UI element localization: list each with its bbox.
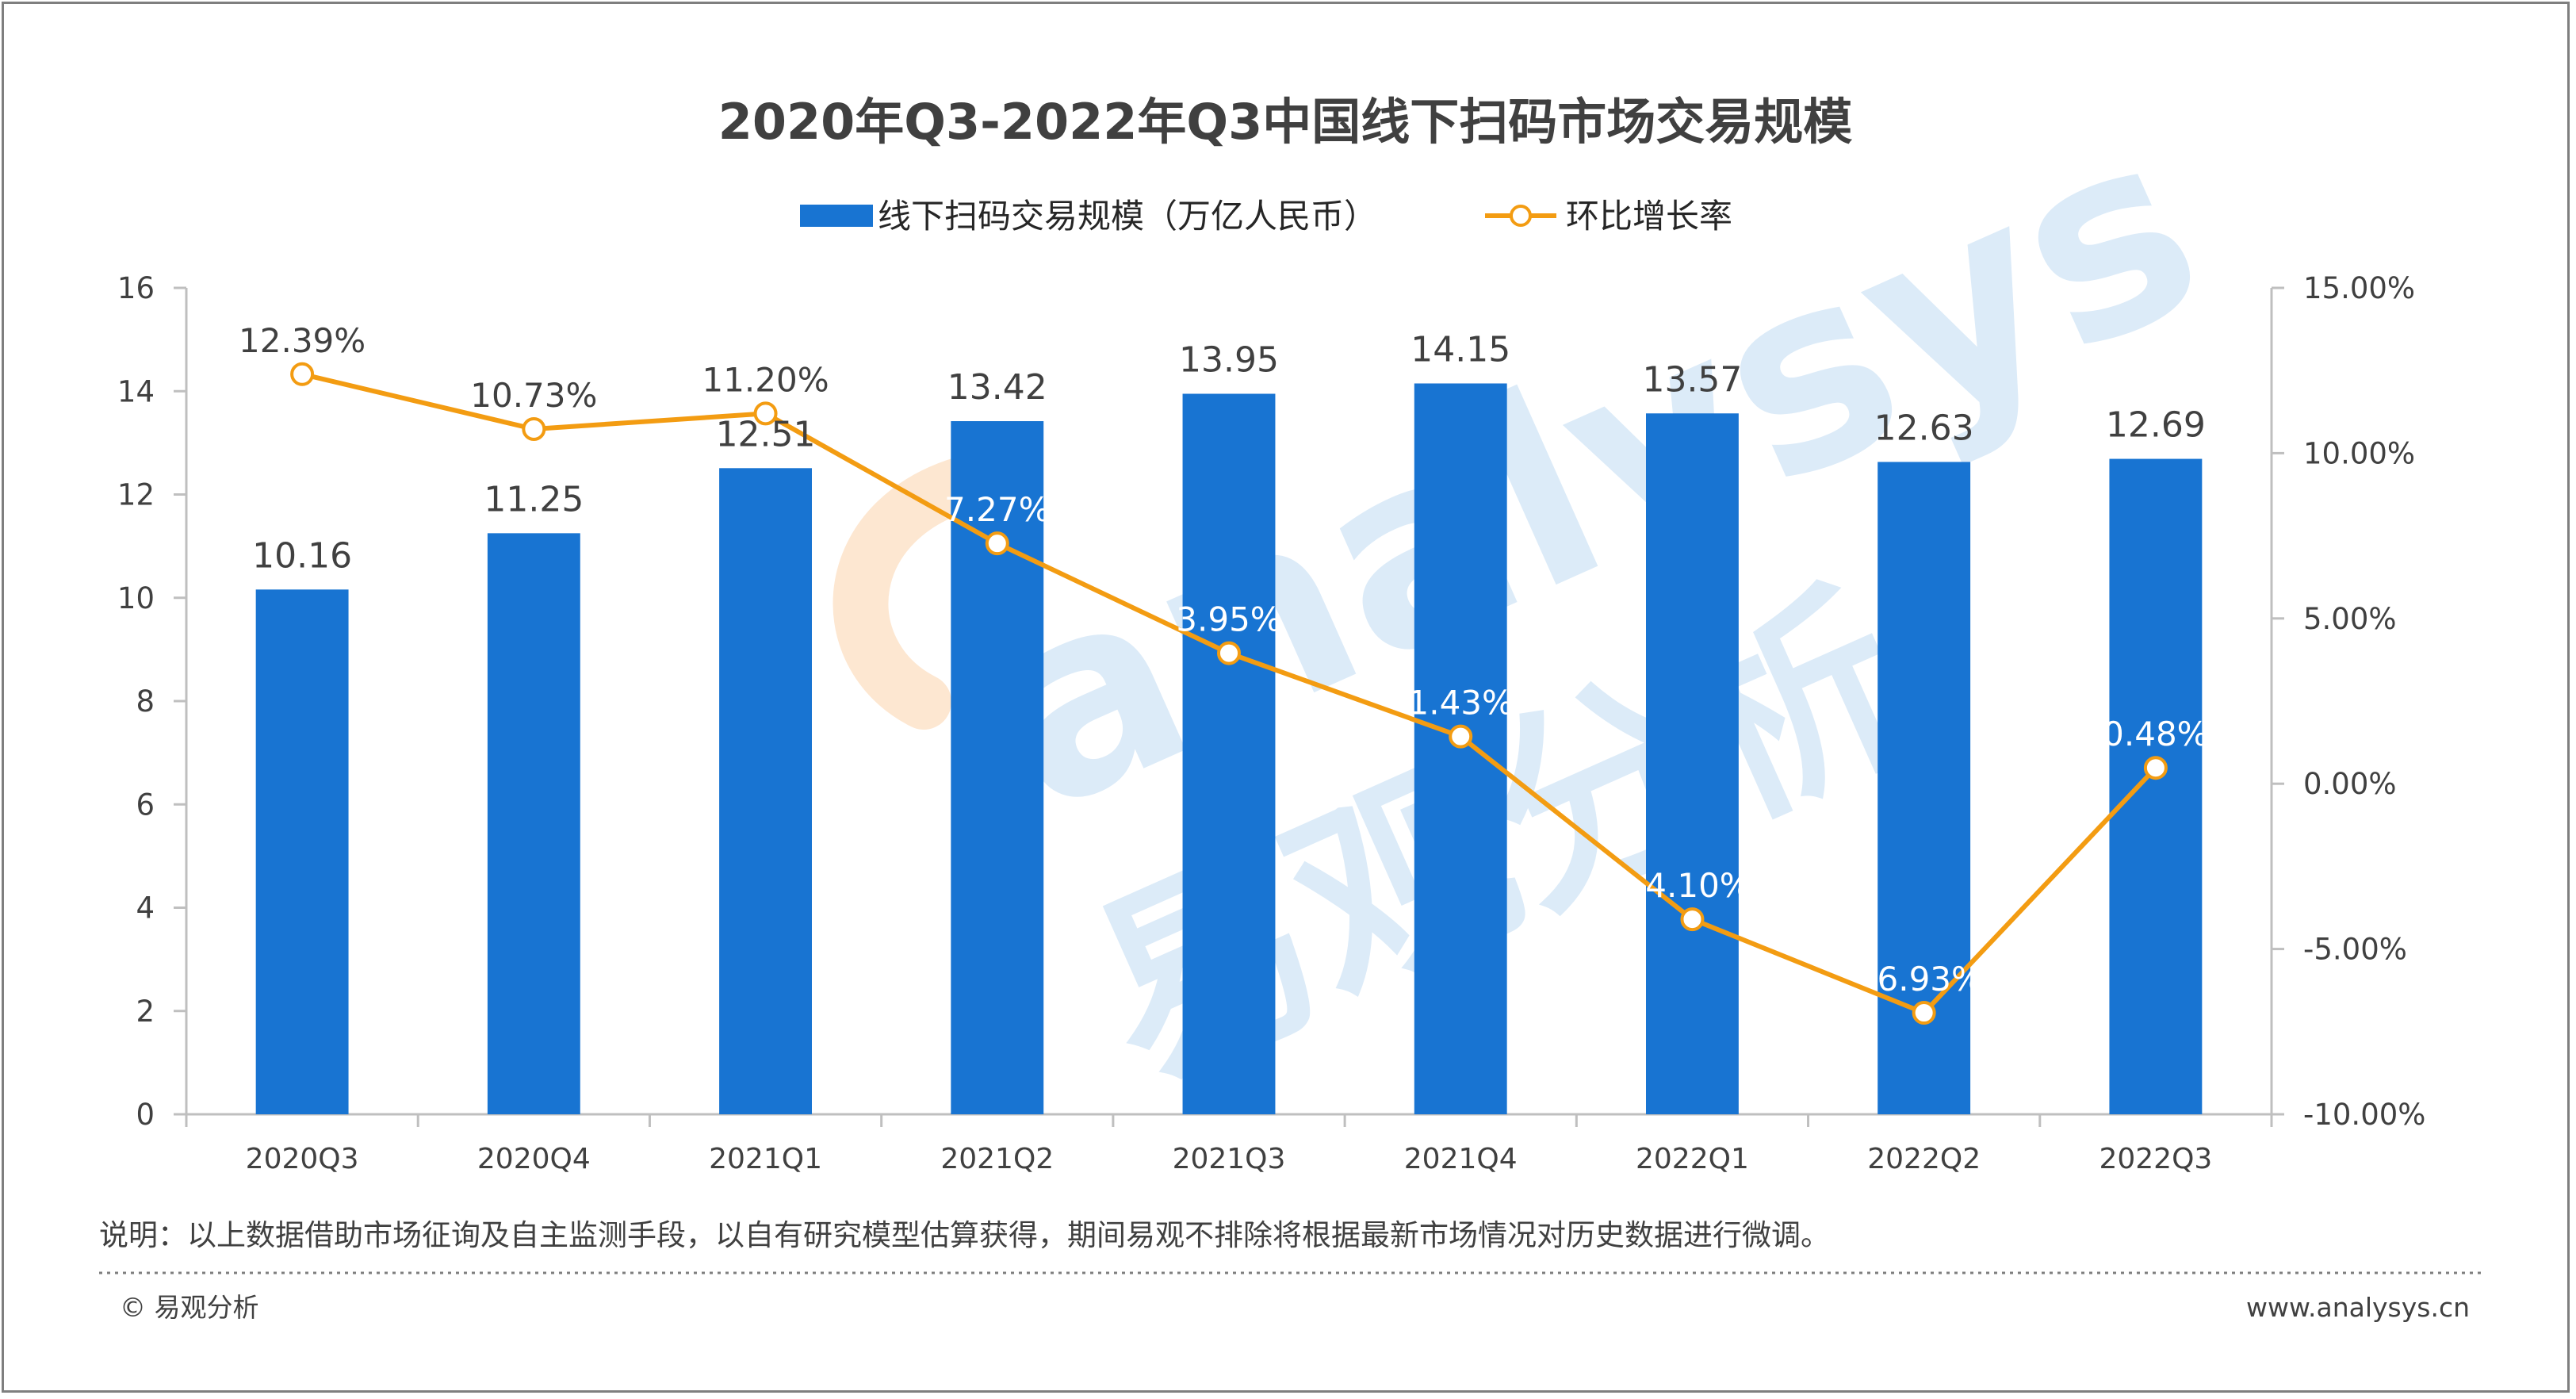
- growth-value-label: 7.27%: [944, 490, 1050, 529]
- bar: [1414, 383, 1507, 1114]
- bar-value-label: 10.16: [252, 535, 352, 576]
- growth-value-label: -6.93%: [1865, 960, 1983, 998]
- right-tick-label: 5.00%: [2303, 602, 2397, 636]
- growth-point: [1217, 641, 1241, 665]
- bar-value-label: 13.57: [1642, 359, 1742, 400]
- left-tick-label: 4: [136, 891, 155, 926]
- footer-copyright: © 易观分析: [120, 1292, 259, 1323]
- bar-value-label: 14.15: [1410, 329, 1510, 370]
- right-tick-label: 0.00%: [2303, 767, 2397, 801]
- right-tick-label: -5.00%: [2303, 933, 2407, 967]
- left-tick-label: 12: [117, 478, 155, 512]
- growth-point: [1912, 1001, 1936, 1025]
- x-tick-label: 2022Q1: [1636, 1143, 1749, 1175]
- growth-value-label: 0.48%: [2103, 715, 2208, 753]
- growth-value-label: 3.95%: [1176, 600, 1281, 639]
- bar: [1646, 413, 1739, 1114]
- left-tick-label: 6: [136, 788, 155, 822]
- legend-bar-swatch: [800, 205, 873, 227]
- left-tick-label: 8: [136, 684, 155, 719]
- bars: [255, 383, 2203, 1115]
- bar-value-label: 13.95: [1179, 340, 1279, 381]
- right-tick-label: 15.00%: [2303, 271, 2415, 305]
- x-tick-label: 2021Q1: [709, 1143, 822, 1175]
- growth-value-label: 1.43%: [1408, 684, 1514, 722]
- bar-value-label: 11.25: [484, 479, 584, 519]
- watermark-logo-arc: [833, 452, 1007, 730]
- x-tick-label: 2020Q3: [246, 1143, 359, 1175]
- left-tick-label: 0: [136, 1098, 155, 1132]
- left-tick-label: 2: [136, 995, 155, 1029]
- legend: 线下扫码交易规模（万亿人民币） 环比增长率: [800, 197, 1732, 236]
- bar: [719, 468, 812, 1114]
- legend-bar-label: 线下扫码交易规模（万亿人民币）: [878, 197, 1377, 236]
- bar-value-label: 12.63: [1874, 408, 1974, 448]
- chart-svg: analysys 易观分析 2020年Q3-2022年Q3中国线下扫码市场交易规…: [99, 70, 2486, 1323]
- growth-point: [753, 401, 778, 426]
- growth-value-label: 11.20%: [702, 360, 829, 399]
- growth-value-label: 12.39%: [239, 321, 366, 360]
- bar: [2109, 458, 2203, 1114]
- legend-line-marker: [1510, 205, 1532, 227]
- bar-value-label: 13.42: [947, 367, 1047, 408]
- x-tick-label: 2021Q2: [940, 1143, 1054, 1175]
- growth-point: [522, 416, 546, 441]
- bar: [487, 533, 580, 1114]
- growth-line: [290, 362, 2168, 1025]
- growth-point: [985, 531, 1009, 556]
- bar: [255, 589, 349, 1114]
- bar: [1182, 393, 1276, 1115]
- growth-point: [1449, 724, 1473, 749]
- growth-point: [290, 362, 315, 386]
- chart-title: 2020年Q3-2022年Q3中国线下扫码市场交易规模: [718, 93, 1853, 151]
- footer-website: www.analysys.cn: [2246, 1292, 2470, 1323]
- note-text: 说明：以上数据借助市场征询及自主监测手段，以自有研究模型估算获得，期间易观不排除…: [99, 1218, 1830, 1252]
- x-tick-label: 2020Q4: [477, 1143, 591, 1175]
- growth-point: [2143, 756, 2168, 780]
- bar-value-label: 12.69: [2106, 405, 2206, 446]
- data-labels: 10.16 11.25 12.51 13.42 13.95 14.15 13.57 12.63…: [239, 321, 2209, 998]
- growth-value-label: -4.10%: [1633, 866, 1751, 905]
- right-tick-label: -10.00%: [2303, 1098, 2425, 1132]
- left-tick-label: 14: [117, 374, 155, 408]
- right-tick-label: 10.00%: [2303, 436, 2415, 470]
- growth-value-label: 10.73%: [470, 376, 597, 415]
- x-tick-label: 2021Q4: [1404, 1143, 1518, 1175]
- x-tick-label: 2021Q3: [1173, 1143, 1286, 1175]
- x-tick-label: 2022Q3: [2099, 1143, 2212, 1175]
- left-tick-label: 10: [117, 581, 155, 615]
- x-tick-label: 2022Q2: [1867, 1143, 1981, 1175]
- bar-value-label: 12.51: [716, 414, 816, 454]
- growth-point: [1680, 907, 1705, 932]
- legend-line-label: 环比增长率: [1566, 197, 1732, 236]
- left-tick-label: 16: [117, 271, 155, 305]
